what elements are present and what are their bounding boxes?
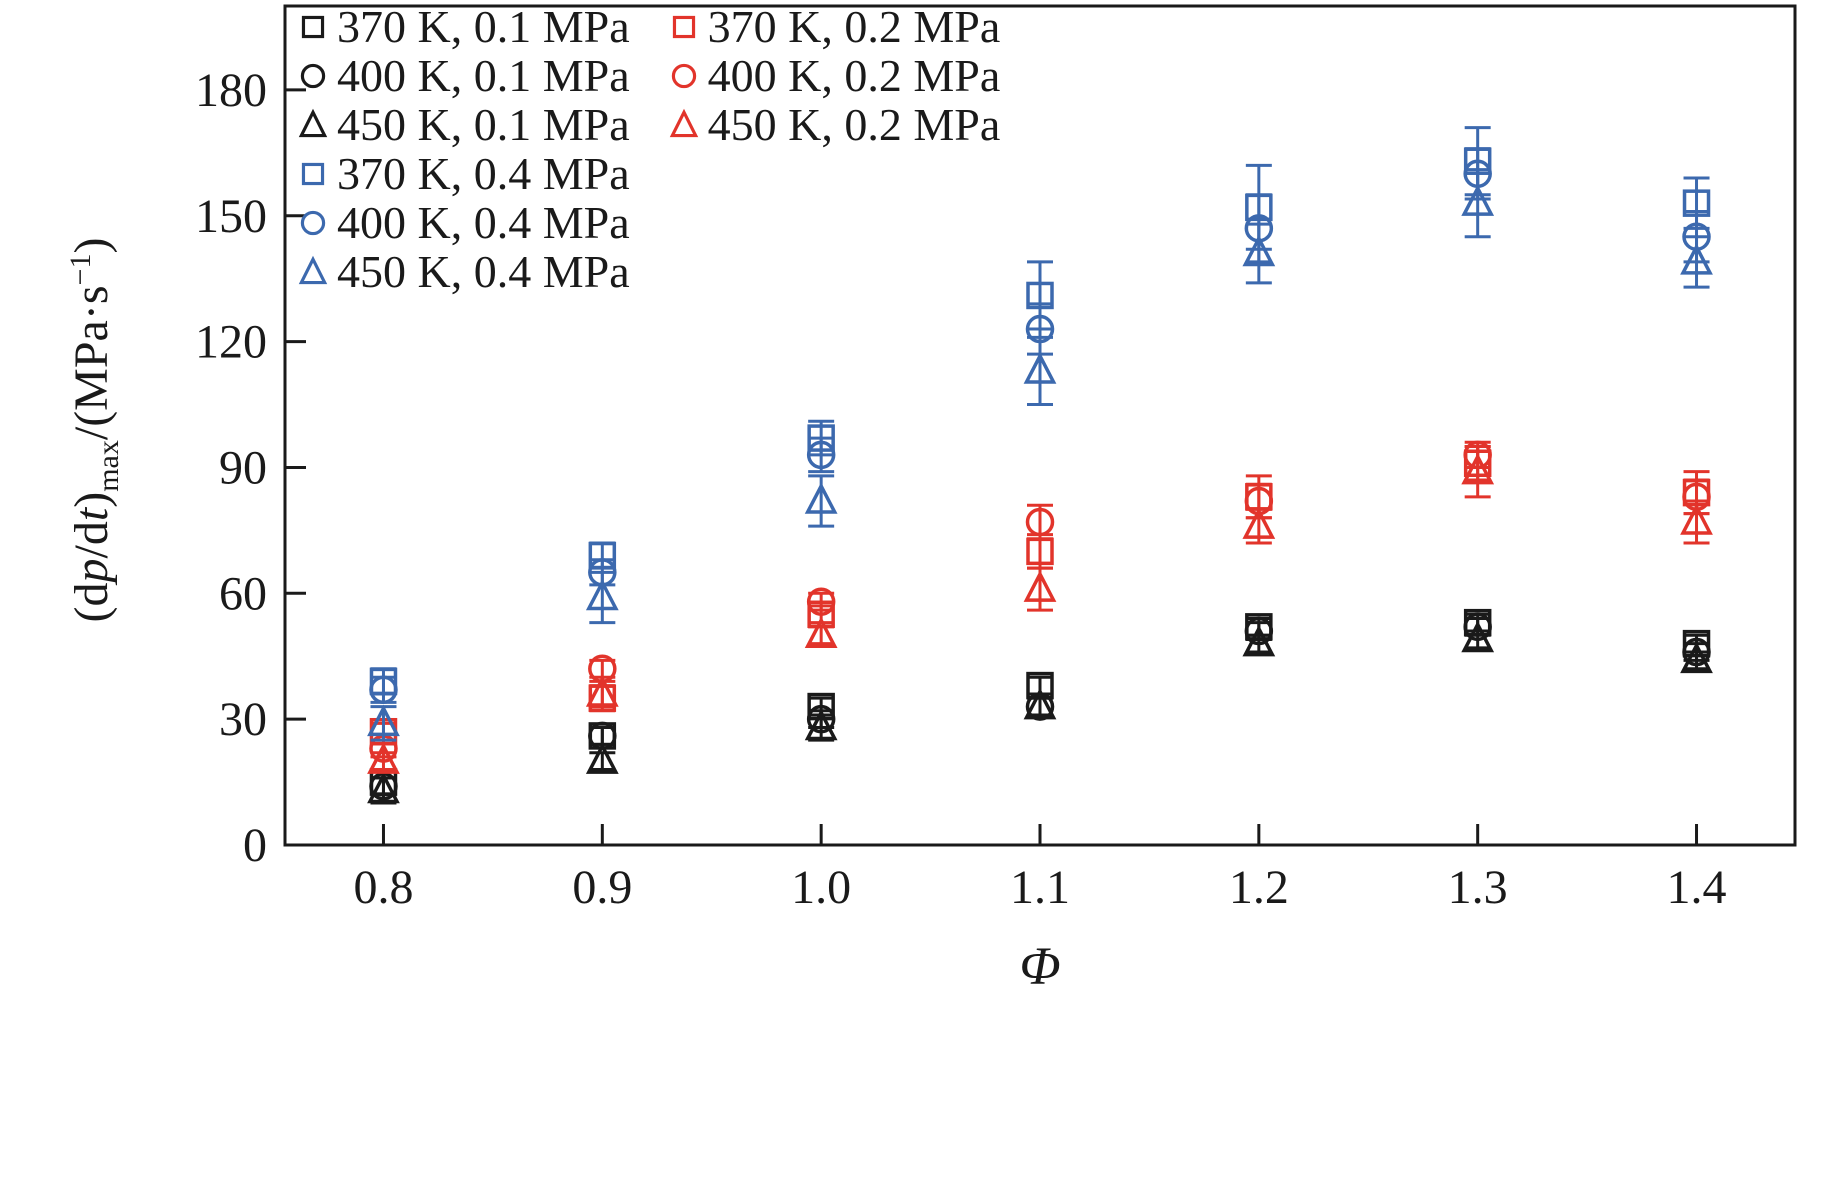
triangle-marker-icon <box>669 108 698 137</box>
square-marker-icon <box>301 162 325 185</box>
triangle-marker-icon <box>298 108 328 137</box>
square-marker-icon <box>672 15 695 38</box>
svg-text:120: 120 <box>195 316 267 369</box>
legend-item: 450 K, 0.4 MPa <box>295 247 630 296</box>
svg-text:0: 0 <box>243 819 267 872</box>
triangle-marker-icon <box>298 255 328 284</box>
svg-text:150: 150 <box>195 190 267 243</box>
legend-item: 450 K, 0.1 MPa <box>295 100 630 149</box>
legend-label: 450 K, 0.1 MPa <box>337 99 630 150</box>
x-axis-label: Φ <box>1019 936 1061 996</box>
legend-column-2: 370 K, 0.2 MPa 400 K, 0.2 MPa 450 K, 0.2… <box>666 1 1001 296</box>
ylabel-subscript: max <box>91 440 125 492</box>
svg-text:0.9: 0.9 <box>572 861 632 914</box>
y-axis-label: (dp/dt)max/(MPa·s−1) <box>64 238 126 623</box>
legend-label: 370 K, 0.1 MPa <box>337 1 630 52</box>
legend-item: 370 K, 0.4 MPa <box>295 149 630 198</box>
legend-label: 400 K, 0.1 MPa <box>337 50 630 101</box>
svg-text:1.1: 1.1 <box>1010 861 1070 914</box>
legend-label: 400 K, 0.4 MPa <box>337 197 630 248</box>
ylabel-text: p <box>65 558 119 583</box>
ylabel-superscript: −1 <box>64 253 98 286</box>
svg-text:1.0: 1.0 <box>791 861 851 914</box>
legend-label: 370 K, 0.2 MPa <box>707 1 1001 52</box>
svg-text:1.3: 1.3 <box>1448 861 1508 914</box>
svg-text:180: 180 <box>195 64 267 117</box>
legend-item: 400 K, 0.1 MPa <box>295 51 630 100</box>
svg-text:1.2: 1.2 <box>1229 861 1289 914</box>
legend-item: 370 K, 0.1 MPa <box>295 2 630 51</box>
legend-label: 400 K, 0.2 MPa <box>707 50 1001 101</box>
legend-column-1: 370 K, 0.1 MPa 400 K, 0.1 MPa 450 K, 0.1… <box>295 2 630 296</box>
ylabel-text: t <box>65 507 119 522</box>
svg-text:60: 60 <box>219 567 267 620</box>
svg-text:90: 90 <box>219 441 267 494</box>
legend-item: 400 K, 0.4 MPa <box>295 198 630 247</box>
legend-label: 450 K, 0.2 MPa <box>707 99 1001 150</box>
legend-item: 400 K, 0.2 MPa <box>666 50 1001 101</box>
ylabel-text: (d <box>65 582 119 623</box>
svg-text:30: 30 <box>219 693 267 746</box>
circle-marker-icon <box>300 63 326 88</box>
legend-item: 450 K, 0.2 MPa <box>666 99 1001 150</box>
square-marker-icon <box>301 15 325 38</box>
circle-marker-icon <box>671 63 696 88</box>
svg-text:0.8: 0.8 <box>353 861 413 914</box>
legend-label: 370 K, 0.4 MPa <box>337 148 630 199</box>
legend-label: 450 K, 0.4 MPa <box>337 246 630 297</box>
circle-marker-icon <box>300 210 326 235</box>
ylabel-text: /(MPa·s <box>65 285 119 441</box>
svg-text:1.4: 1.4 <box>1667 861 1727 914</box>
legend-item: 370 K, 0.2 MPa <box>666 1 1001 52</box>
ylabel-text: ) <box>65 491 119 508</box>
ylabel-text: ) <box>65 237 119 254</box>
ylabel-text: /d <box>65 521 119 559</box>
legend: 370 K, 0.1 MPa 400 K, 0.1 MPa 450 K, 0.1… <box>295 2 1036 296</box>
